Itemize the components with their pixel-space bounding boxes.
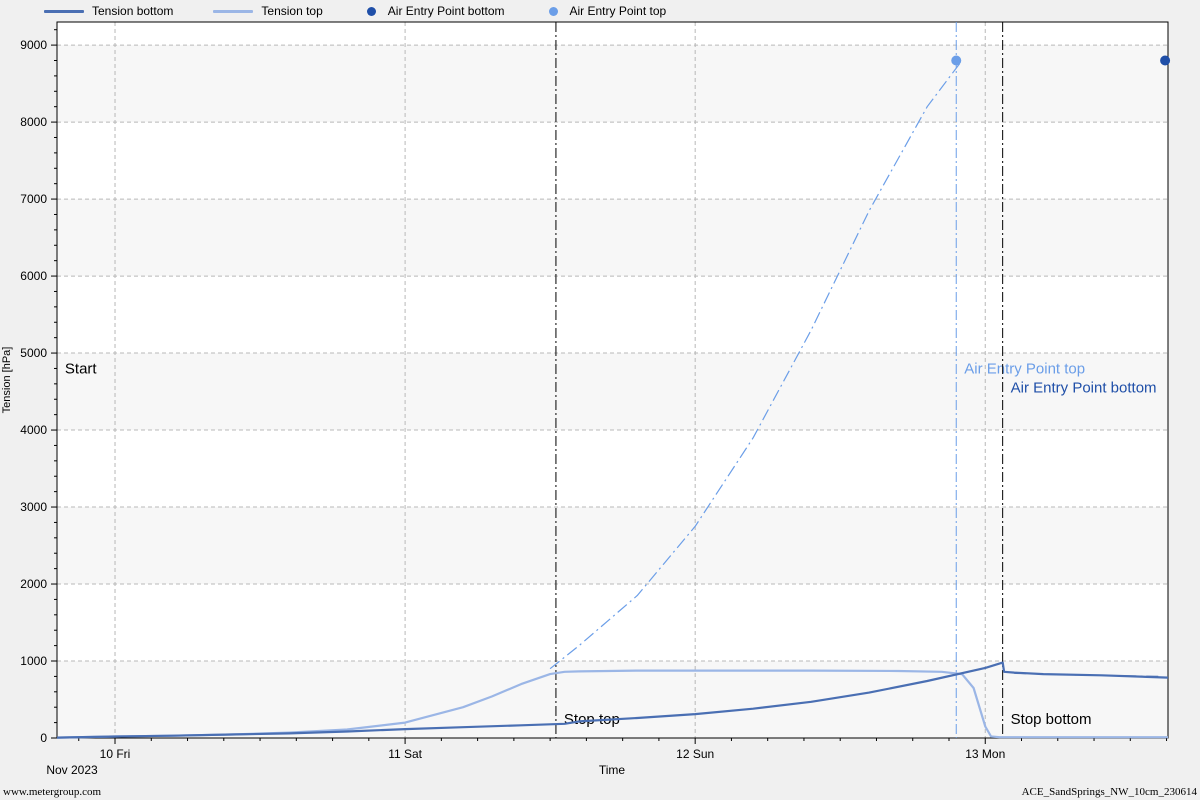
y-axis-label: Tension [hPa] (1, 347, 13, 414)
legend-item[interactable]: Air Entry Point bottom (347, 4, 505, 18)
event-label: Air Entry Point bottom (1011, 380, 1157, 397)
plot-frame (56, 21, 1169, 739)
event-label: Stop bottom (1011, 711, 1092, 728)
legend-line-swatch (44, 9, 84, 13)
x-tick-label: 10 Fri (100, 747, 131, 761)
legend-dot-swatch (548, 6, 558, 16)
event-label: Air Entry Point top (964, 360, 1085, 377)
legend-item[interactable]: Tension bottom (0, 4, 173, 18)
y-tick-label: 2000 (20, 577, 47, 591)
y-tick-label: 8000 (20, 115, 47, 129)
legend-item[interactable]: Tension top (197, 4, 323, 18)
data-point (951, 55, 962, 66)
x-tick-label: 13 Mon (965, 747, 1005, 761)
y-tick-label: 3000 (20, 500, 47, 514)
series-line (1014, 672, 1160, 677)
legend-dot-swatch (366, 6, 376, 16)
plot-band (57, 199, 1168, 277)
y-tick-label: 4000 (20, 423, 47, 437)
series-line (56, 661, 1169, 739)
y-tick-label: 9000 (20, 38, 47, 52)
legend-line-swatch (213, 9, 254, 13)
series-line (549, 60, 963, 670)
x-period-label: Nov 2023 (46, 763, 98, 777)
x-tick-label: 11 Sat (388, 747, 422, 761)
footer-file-name: ACE_SandSprings_NW_10cm_230614 (1021, 786, 1197, 798)
y-tick-label: 0 (40, 731, 47, 745)
plot-band (57, 661, 1168, 738)
legend-label: Air Entry Point top (569, 4, 667, 18)
x-axis-label: Time (599, 763, 626, 777)
footer-url: www.metergroup.com (3, 786, 102, 798)
data-point (1160, 55, 1171, 66)
annotation-label: Start (65, 360, 98, 377)
legend: Tension bottom Tension top Air Entry Point… (0, 0, 690, 22)
event-label: Stop top (564, 711, 620, 728)
y-tick-label: 1000 (20, 654, 47, 668)
legend-label: Air Entry Point bottom (387, 4, 505, 18)
legend-label: Tension top (261, 4, 323, 18)
y-tick-label: 5000 (20, 346, 47, 360)
legend-item[interactable]: Air Entry Point top (529, 4, 667, 18)
legend-label: Tension bottom (92, 4, 174, 18)
plot-band (57, 353, 1168, 431)
plot-band (57, 507, 1168, 585)
plot-band (57, 45, 1168, 69)
x-tick-label: 12 Sun (676, 747, 714, 761)
y-tick-label: 7000 (20, 192, 47, 206)
y-tick-label: 6000 (20, 269, 47, 283)
